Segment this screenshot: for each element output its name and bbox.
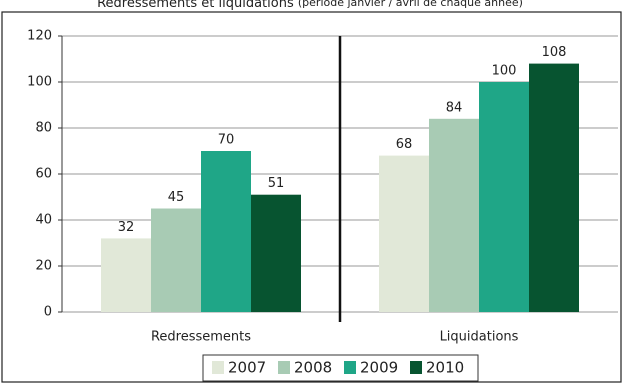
x-tick-label: Liquidations [440, 330, 519, 345]
legend-label: 2010 [426, 359, 464, 377]
chart-title-line: Redressements et liquidations (période j… [97, 0, 523, 11]
y-tick-label: 100 [27, 75, 52, 90]
bar [379, 155, 429, 312]
value-label: 68 [396, 137, 413, 152]
value-label: 108 [542, 45, 567, 60]
chart-subtitle: (période janvier / avril de chaque année… [298, 0, 523, 9]
value-label: 100 [492, 64, 517, 79]
bar [251, 194, 301, 312]
legend-swatch [278, 361, 290, 374]
y-tick-label: 20 [35, 259, 52, 274]
y-tick-label: 120 [27, 29, 52, 44]
y-tick-label: 60 [35, 167, 52, 182]
chart-title: Redressements et liquidations [97, 0, 294, 11]
bar [101, 238, 151, 312]
bar [529, 63, 579, 312]
x-tick-label: Redressements [151, 330, 251, 345]
chart-frame [1, 11, 622, 383]
value-label: 45 [168, 190, 185, 205]
bar [429, 118, 479, 312]
value-label: 84 [446, 100, 463, 115]
legend-label: 2007 [228, 359, 266, 377]
value-label: 70 [218, 133, 235, 148]
legend-swatch [212, 361, 224, 374]
legend-swatch [344, 361, 356, 374]
bar [479, 82, 529, 312]
value-label: 51 [268, 176, 285, 191]
bar [201, 151, 251, 312]
value-label: 32 [118, 220, 135, 235]
legend-label: 2009 [360, 359, 398, 377]
y-tick-label: 40 [35, 213, 52, 228]
y-tick-label: 0 [44, 305, 52, 320]
bar [151, 208, 201, 312]
y-tick-label: 80 [35, 121, 52, 136]
legend-swatch [410, 361, 422, 374]
legend-box [202, 354, 479, 382]
legend-label: 2008 [294, 359, 332, 377]
